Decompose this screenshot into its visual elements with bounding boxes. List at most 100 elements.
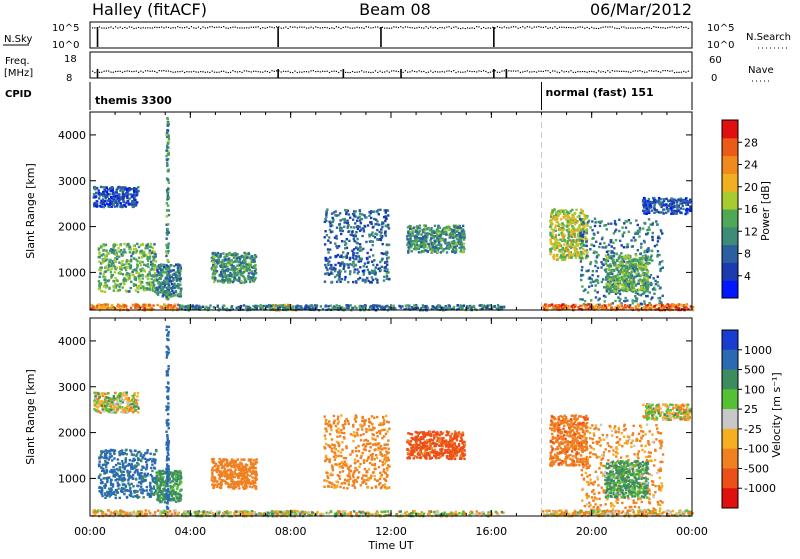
echo-cell [358, 216, 360, 218]
freq-sample [281, 71, 282, 72]
freq-sample [94, 72, 95, 73]
echo-cell [575, 228, 577, 230]
freq-sample [651, 70, 652, 71]
echo-cell [602, 278, 604, 280]
echo-cell [413, 304, 415, 306]
echo-cell [436, 251, 438, 253]
echo-cell [135, 284, 137, 286]
echo-cell [449, 233, 451, 235]
echo-cell [555, 225, 557, 227]
echo-cell [456, 304, 458, 306]
freq-sample [481, 71, 482, 72]
echo-cell [110, 271, 112, 273]
echo-cell [589, 263, 591, 265]
echo-cell [561, 239, 563, 241]
nsky-sample [614, 28, 615, 29]
echo-cell [386, 278, 388, 280]
echo-cell [138, 257, 140, 259]
echo-cell [340, 255, 342, 257]
nsky-tick-top: 10^5 [52, 23, 79, 34]
freq-sample [386, 70, 387, 71]
echo-cell [682, 208, 684, 210]
echo-cell [355, 241, 357, 243]
echo-cell [359, 246, 361, 248]
echo-cell [675, 210, 677, 212]
freq-sample [552, 70, 553, 71]
nsky-sample [317, 27, 318, 28]
echo-cell [145, 245, 147, 247]
echo-cell [154, 253, 156, 255]
echo-cell [166, 117, 168, 119]
freq-sample [497, 72, 498, 73]
echo-cell [116, 267, 118, 269]
echo-cell [604, 246, 606, 248]
echo-cell [142, 277, 144, 279]
nsky-sample [269, 26, 270, 27]
echo-cell [659, 201, 661, 203]
echo-cell [644, 203, 646, 205]
echo-cell [682, 205, 684, 207]
freq-sample [566, 71, 567, 72]
nsky-sample [593, 28, 594, 29]
echo-cell [369, 240, 371, 242]
echo-cell [610, 251, 612, 253]
nsky-sample [409, 27, 410, 28]
echo-cell [155, 275, 157, 277]
echo-cell [571, 256, 573, 258]
echo-cell [166, 177, 168, 179]
echo-cell [567, 214, 569, 216]
echo-cell [620, 244, 622, 246]
echo-cell [104, 303, 106, 305]
freq-sample [518, 70, 519, 71]
echo-cell [141, 243, 143, 245]
echo-cell [95, 192, 97, 194]
nsky-sample [607, 27, 608, 28]
echo-cell [368, 234, 370, 236]
echo-cell [557, 210, 559, 212]
echo-cell [156, 279, 158, 281]
nsky-sample [156, 27, 157, 28]
echo-cell [222, 268, 224, 270]
echo-cell [324, 230, 326, 232]
echo-cell [591, 285, 593, 287]
freq-sample [122, 72, 123, 73]
echo-cell [153, 257, 155, 259]
echo-cell [106, 187, 108, 189]
nsky-sample [630, 27, 631, 28]
freq-sample [170, 71, 171, 72]
nsky-sample [465, 28, 466, 29]
echo-cell [444, 238, 446, 240]
echo-cell [320, 305, 322, 307]
echo-cell [572, 214, 574, 216]
freq-sample [423, 71, 424, 72]
freq-sample [405, 70, 406, 71]
echo-cell [254, 264, 256, 266]
echo-cell [648, 229, 650, 231]
nsky-sample [212, 26, 213, 27]
nsky-sample [235, 27, 236, 28]
echo-cell [228, 252, 230, 254]
freq-sample [200, 71, 201, 72]
echo-cell [408, 248, 410, 250]
echo-cell [372, 264, 374, 266]
echo-cell [342, 251, 344, 253]
echo-cell [345, 213, 347, 215]
echo-cell [339, 212, 341, 214]
echo-cell [167, 306, 169, 308]
freq-sample [225, 72, 226, 73]
freq-sample [446, 71, 447, 72]
nsky-sample [255, 26, 256, 27]
echo-cell [364, 262, 366, 264]
echo-cell [125, 263, 127, 265]
echo-cell [334, 276, 336, 278]
echo-cell [135, 279, 137, 281]
nsky-sample [490, 28, 491, 29]
echo-cell [213, 256, 215, 258]
echo-cell [136, 191, 138, 193]
freq-sample [152, 71, 153, 72]
freq-sample [131, 71, 132, 72]
echo-cell [327, 262, 329, 264]
echo-cell [109, 200, 111, 202]
nsky-sample [453, 27, 454, 28]
echo-cell [658, 197, 660, 199]
